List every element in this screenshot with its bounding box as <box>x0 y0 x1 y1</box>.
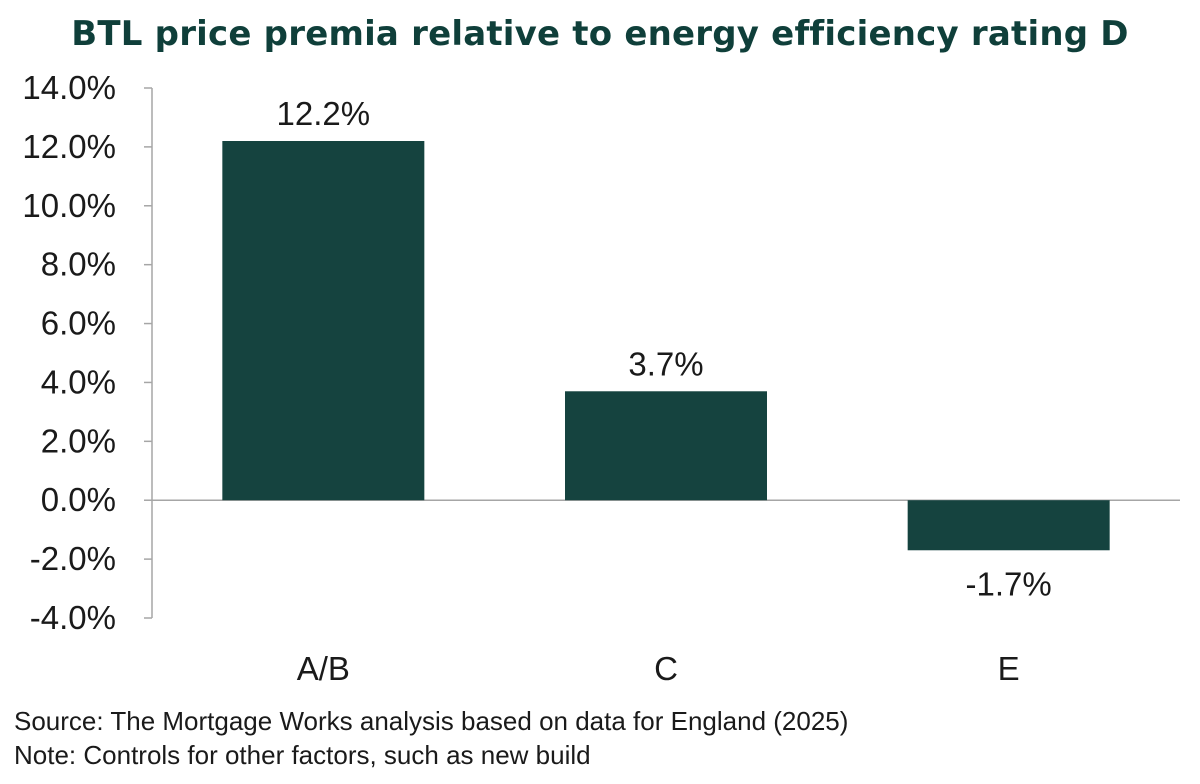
y-tick-label: 10.0% <box>22 187 116 224</box>
data-label: 12.2% <box>277 95 371 132</box>
bar-layer <box>222 141 1110 551</box>
y-tick-label: -4.0% <box>30 599 116 636</box>
chart-title: BTL price premia relative to energy effi… <box>71 14 1129 54</box>
y-tick-label: 6.0% <box>41 305 116 342</box>
y-tick-label: -2.0% <box>30 540 116 577</box>
y-tick-label: 0.0% <box>41 481 116 518</box>
x-tick-label: A/B <box>297 650 350 687</box>
y-tick-label: 4.0% <box>41 363 116 400</box>
source-note: Source: The Mortgage Works analysis base… <box>14 706 849 736</box>
y-tick-label: 14.0% <box>22 69 116 106</box>
y-tick-label: 2.0% <box>41 422 116 459</box>
y-tick-label: 12.0% <box>22 128 116 165</box>
bar-a-b <box>222 141 425 501</box>
x-tick-label: E <box>998 650 1020 687</box>
data-label: -1.7% <box>966 565 1052 602</box>
bar-e <box>907 500 1110 551</box>
data-label: 3.7% <box>628 345 703 382</box>
bar-chart: 14.0% 12.0% 10.0% 8.0% 6.0% 4.0% 2.0% 0.0% -2.0%… <box>22 69 1180 687</box>
y-tick-label: 8.0% <box>41 246 116 283</box>
axis-layer: 14.0% 12.0% 10.0% 8.0% 6.0% 4.0% 2.0% 0.0% -2.0%… <box>22 69 1180 636</box>
label-layer: 12.2% A/B 3.7% C -1.7% E <box>277 95 1052 687</box>
methodology-note: Note: Controls for other factors, such a… <box>14 740 591 770</box>
bar-c <box>565 391 767 501</box>
x-tick-label: C <box>654 650 678 687</box>
